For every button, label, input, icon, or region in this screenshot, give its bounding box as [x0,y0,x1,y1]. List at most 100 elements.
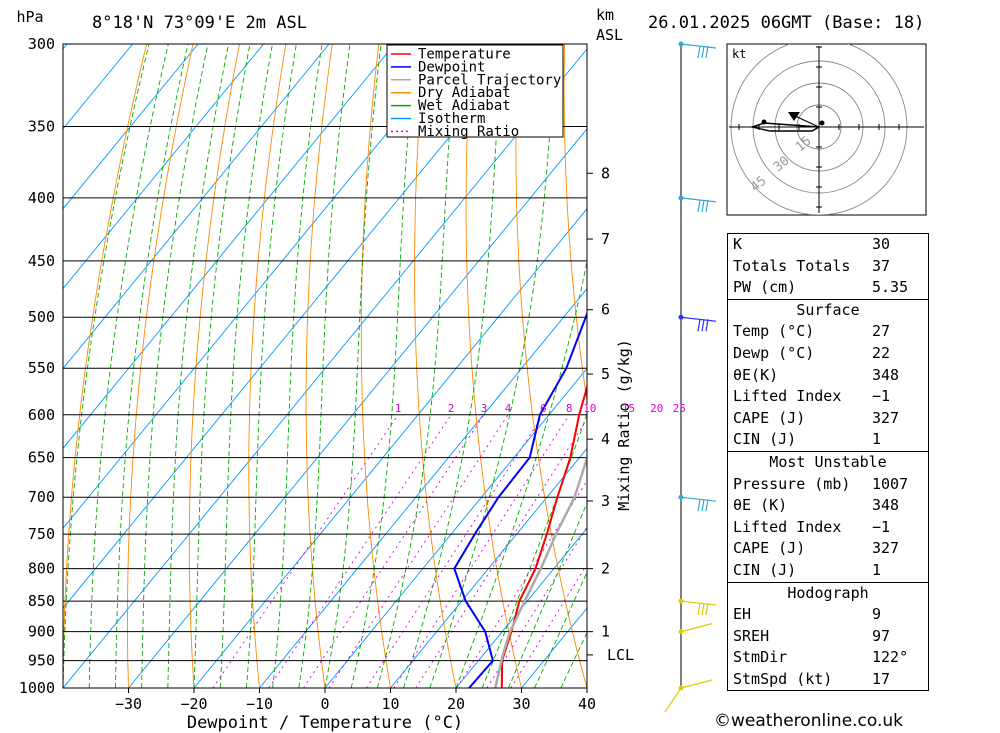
dry-adiabat-line [360,44,391,688]
surface-row: Temp (°C) 27 [733,322,891,341]
stat-row-totals: Totals Totals 37 [733,256,891,275]
pressure-tick-label: 300 [28,35,55,53]
wind-barb-flag [697,45,701,59]
mixing-ratio-line [365,414,544,688]
isotherm-line [63,44,461,529]
isotherm-line [193,208,587,688]
wind-barb [680,197,717,203]
wind-barb-flag [705,499,709,512]
temp-tick-label: 20 [447,695,465,713]
copyright[interactable]: ©weatheronline.co.uk [714,711,904,731]
hodograph-row: SREH 97 [733,626,891,645]
pressure-tick-label: 600 [28,406,55,424]
height-tick-label: 5 [601,365,610,383]
wind-barb-flag [697,319,701,332]
dry-adiabat-line [515,44,587,688]
pressure-tick-label: 450 [28,252,55,270]
dry-adiabat-line [983,44,1000,688]
surface-row: Dewp (°C) 22 [733,343,891,362]
mixing-ratio-line [393,414,570,688]
storm-motion-arrowhead [788,112,800,121]
height-tick-label: 4 [601,430,610,448]
mixing-ratio-line [268,414,452,688]
height-tick-label: 7 [601,230,610,248]
temp-tick-label: −10 [246,695,273,713]
wind-barb-surface [664,687,682,713]
isotherm-line [0,44,2,688]
isotherm-line [455,527,587,688]
hodograph-row: StmDir 122° [733,648,909,667]
legend-label: Temperature [418,47,511,63]
parcel-trajectory-trace [494,454,587,688]
wind-barb [680,600,717,606]
profile-traces [453,310,587,688]
dry-adiabat-line [305,44,333,688]
hodograph-title: Hodograph [728,581,928,605]
plot-frame [62,43,588,689]
wet-adiabat-line [455,259,587,688]
hodograph-point [761,119,767,125]
wet-adiabat-line [167,44,230,688]
height-tick-label: 6 [601,301,610,319]
wind-barb-flag [697,602,701,616]
isotherm-line [390,447,587,688]
wind-barb-flag [701,499,705,512]
most-unstable-row: θE (K) 348 [733,496,900,515]
mixing-ratio-label: 1 [395,402,402,415]
wind-barb-flag [697,199,701,212]
mixing-ratio-label: 10 [583,402,596,415]
pressure-tick-label: 350 [28,117,55,135]
pressure-tick-label: 650 [28,449,55,467]
wet-adiabat-line [63,44,150,688]
wet-adiabat-line [114,44,189,688]
mixing-ratio-label: 8 [566,402,573,415]
wind-barb-flag [701,199,705,212]
pressure-tick-label: 400 [28,189,55,207]
pressure-tick-label: 950 [28,652,55,670]
dewpoint-trace [453,310,587,688]
wind-profile [664,41,717,713]
wet-adiabat-line [272,44,323,688]
legend-label: Wet Adiabat [418,98,511,114]
surface-row: CAPE (J) 327 [733,408,900,427]
height-ref: ASL [596,26,623,44]
isotherm-line [63,44,526,609]
dry-adiabat-line [465,44,522,688]
hodograph-row: EH 9 [733,605,882,624]
datetime-title: 26.01.2025 06GMT (Base: 18) [648,13,924,33]
pressure-tick-label: 550 [28,359,55,377]
pressure-tick-label: 850 [28,592,55,610]
mixing-ratio-label: 6 [540,402,547,415]
height-tick-label: 2 [601,560,610,578]
dry-adiabat-line [414,44,457,688]
mixing-ratio-label: 3 [481,402,488,415]
mixing-ratio-axis-label: Mixing Ratio (g/kg) [615,339,633,511]
legend-label: Dry Adiabat [418,85,511,101]
height-unit: km [596,6,614,24]
isotherm-line [63,44,264,290]
legend-box [386,44,564,138]
most-unstable-row: CAPE (J) 327 [733,539,900,558]
wind-barb-flag [705,602,709,616]
temp-tick-label: 0 [320,695,329,713]
wind-barb-flag [701,45,705,59]
isotherm-line [324,367,587,688]
wind-barb [680,679,713,689]
wet-adiabat-line [245,44,297,688]
temp-tick-label: 30 [512,695,530,713]
isotherm-line [259,287,587,688]
surface-title: Surface [728,298,928,322]
mixing-ratio-label: 20 [650,402,663,415]
surface-row: Lifted Index −1 [733,387,891,406]
wind-barb-flag [705,319,709,332]
legend-label: Parcel Trajectory [418,72,561,88]
isotherm-line [63,48,587,688]
stat-row-pw: PW (cm) 5.35 [733,278,909,297]
wet-adiabat-line [350,44,417,688]
hodograph-point [819,120,825,126]
hodograph-unit-label: kt [732,47,746,61]
wind-barb [680,43,717,49]
mixing-ratio-label: 15 [622,402,635,415]
